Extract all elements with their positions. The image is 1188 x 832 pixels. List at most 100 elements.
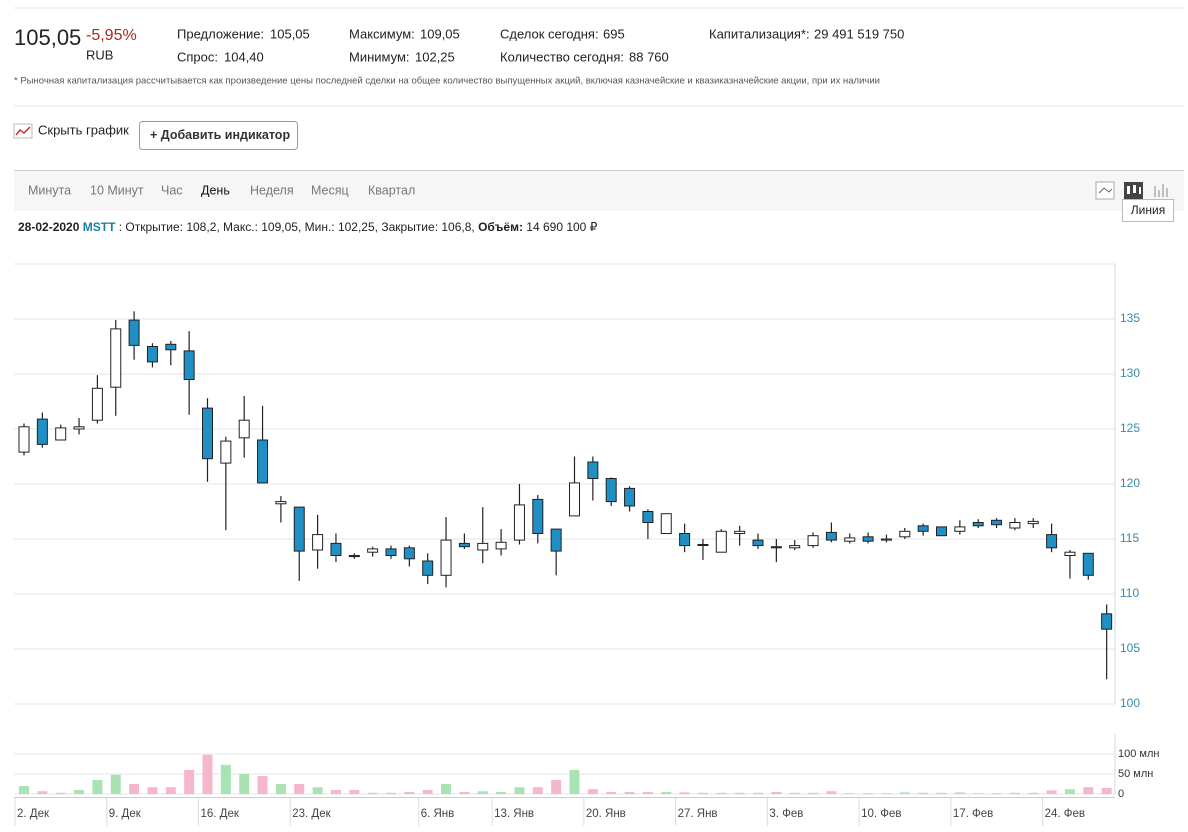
candle-body (752, 539, 764, 547)
candle-body (110, 328, 122, 388)
info-date: 28-02-2020 (18, 220, 80, 234)
candle-body (1101, 613, 1113, 630)
info-volume-label: Объём: (478, 220, 523, 234)
button-frame (139, 121, 298, 150)
candle-body (165, 343, 177, 351)
candle-body (991, 519, 1003, 526)
line-icon[interactable] (1095, 181, 1115, 200)
stat-value: 695 (603, 26, 625, 41)
x-tick-label: 27. Янв (678, 808, 718, 820)
candle-body (1082, 552, 1094, 576)
volume-bar (642, 792, 653, 794)
stat-value: 29 491 519 750 (814, 26, 904, 41)
volume-bar (551, 780, 562, 794)
volume-bar (1101, 788, 1112, 794)
candle-body (238, 419, 250, 439)
volume-bar (165, 787, 176, 794)
period-tab[interactable]: Минута (28, 183, 71, 197)
volume-bar (220, 764, 231, 794)
price: 105,05 (14, 25, 81, 50)
candle-body (550, 528, 562, 552)
period-tab[interactable]: Квартал (368, 183, 415, 197)
candle-body (1009, 522, 1021, 529)
volume-bar (863, 793, 874, 794)
candle-body (715, 530, 727, 553)
stat-label: Сделок сегодня: (500, 26, 599, 41)
stat-value: 102,25 (415, 49, 455, 64)
volume-bar (716, 792, 727, 794)
volume-bar (312, 787, 323, 794)
volume-bar (1083, 787, 1094, 794)
volume-bar (330, 790, 341, 794)
volume-bar (147, 787, 158, 794)
y-tick-label: 100 (1120, 696, 1140, 710)
y-tick-label: 130 (1120, 366, 1140, 380)
x-tick-label: 16. Дек (201, 808, 240, 820)
volume-bar (19, 786, 29, 794)
chart-icon (13, 123, 33, 139)
candle-body (257, 439, 269, 484)
candle-body (734, 530, 746, 534)
candle-body (660, 513, 672, 535)
stat-value: 109,05 (420, 26, 460, 41)
candle-body (18, 426, 30, 453)
volume-tick-label: 100 млн (1118, 748, 1159, 760)
candle-body (403, 547, 415, 560)
footnote: * Рыночная капитализация рассчитывается … (14, 76, 880, 87)
candle-body (293, 506, 305, 552)
tooltip: Линия (1131, 203, 1165, 217)
volume-bar (257, 776, 268, 794)
candle-body (220, 440, 232, 464)
volume-bar (477, 791, 488, 794)
period-tab[interactable]: Час (161, 183, 183, 197)
volume-bar (129, 784, 140, 794)
volume-bar (1028, 792, 1039, 794)
add-indicator-button[interactable]: + Добавить индикатор (139, 121, 298, 150)
y-tick-label: 135 (1120, 311, 1140, 325)
candle-body (91, 387, 103, 421)
period-tab[interactable]: Месяц (311, 183, 349, 197)
candle-body (972, 522, 984, 527)
stat-label: Количество сегодня: (500, 49, 624, 64)
candle-body (642, 511, 654, 523)
candle-body (422, 560, 434, 576)
candle-body (348, 555, 360, 558)
bar-icon[interactable] (1154, 184, 1168, 197)
candle-body (202, 407, 213, 460)
candle-body (513, 504, 525, 541)
candle-body (844, 537, 856, 542)
x-tick-label: 2. Дек (17, 808, 50, 820)
candle-body (312, 534, 324, 551)
volume-bar (789, 792, 800, 794)
period-tab[interactable]: День (201, 183, 230, 197)
volume-bar (753, 792, 763, 794)
volume-bar (55, 792, 66, 794)
stat-value: 104,40 (224, 49, 264, 64)
volume-bar (184, 770, 195, 794)
info-volume-value: 14 690 100 ₽ (526, 220, 597, 234)
period-tab[interactable]: Неделя (250, 183, 294, 197)
y-tick-label: 110 (1120, 586, 1139, 600)
candle-body (936, 526, 947, 537)
candle-icon-glyph (1139, 187, 1141, 194)
chart-icon-line (15, 126, 31, 136)
volume-bar (771, 792, 782, 794)
volume-bar (92, 780, 103, 794)
x-tick-label: 23. Дек (292, 808, 331, 820)
volume-bar (679, 792, 690, 794)
period-tab[interactable]: 10 Минут (90, 183, 144, 197)
candle-body (385, 548, 397, 557)
candle-body (183, 350, 195, 380)
volume-bar (239, 774, 250, 794)
info-item: Закрытие: 106,8, (381, 220, 474, 234)
x-tick-label: 3. Фев (769, 808, 803, 820)
stat-label: Капитализация*: (709, 26, 810, 41)
candle-body (899, 530, 911, 538)
candle-body (1064, 551, 1076, 557)
candle-body (275, 501, 287, 505)
chart-type-icons[interactable] (1095, 181, 1168, 200)
hide-chart[interactable]: Скрыть график (13, 122, 129, 139)
candle-body (440, 539, 452, 576)
y-tick-label: 120 (1120, 476, 1140, 490)
